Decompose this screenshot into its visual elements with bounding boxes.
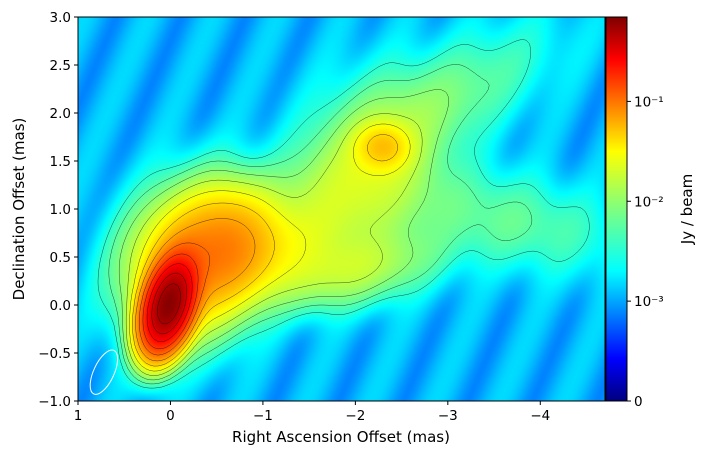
contour-level (135, 218, 256, 362)
contour-level (118, 89, 450, 381)
contour-level (97, 39, 590, 389)
y-tick-label: 1.0 (50, 202, 71, 218)
contour-level (129, 123, 411, 372)
x-tick-label: −4 (530, 408, 550, 424)
colorbar-tick-label: 0 (634, 394, 643, 410)
plot-area (78, 17, 605, 401)
y-tick-label: 0.5 (50, 250, 71, 266)
y-tick-label: −0.5 (38, 346, 71, 362)
contour-level (132, 134, 398, 367)
colorbar-tick-label: 10⁻² (634, 194, 664, 210)
colorbar (606, 17, 627, 401)
x-tick-label: 1 (74, 408, 83, 424)
y-tick-label: 2.0 (50, 106, 71, 122)
beam-ellipse (89, 349, 119, 395)
contour-level (157, 283, 181, 325)
contour-level (138, 242, 210, 356)
contour-level (151, 272, 188, 335)
contour-level (142, 253, 199, 350)
colorbar-label: Jy / beam (678, 174, 696, 245)
y-tick-label: 2.5 (50, 58, 71, 74)
x-tick-label: 0 (166, 408, 175, 424)
colorbar-ticks: 10⁻¹ 10⁻² 10⁻³ 0 (627, 94, 664, 410)
contour-level (108, 64, 533, 385)
y-axis-ticks: −1.0 −0.5 0.0 0.5 1.0 1.5 2.0 2.5 3.0 (38, 10, 78, 410)
y-tick-label: 1.5 (50, 154, 71, 170)
colorbar-frame (605, 16, 628, 402)
y-tick-label: 0.0 (50, 298, 71, 314)
colorbar-tick-label: 10⁻¹ (634, 94, 664, 110)
y-tick-label: −1.0 (38, 394, 71, 410)
x-axis-label: Right Ascension Offset (mas) (232, 428, 450, 446)
x-tick-label: −2 (345, 408, 365, 424)
x-tick-label: −3 (438, 408, 458, 424)
colorbar-tick-label: 10⁻³ (634, 294, 664, 310)
contour-level (146, 263, 193, 343)
x-axis-ticks: 1 0 −1 −2 −3 −4 (74, 401, 550, 424)
intensity-map (78, 17, 605, 401)
contour-lines (97, 39, 590, 389)
x-tick-label: −1 (253, 408, 273, 424)
y-tick-label: 3.0 (50, 10, 71, 26)
y-axis-label: Declination Offset (mas) (10, 118, 28, 301)
contour-level (125, 113, 423, 376)
